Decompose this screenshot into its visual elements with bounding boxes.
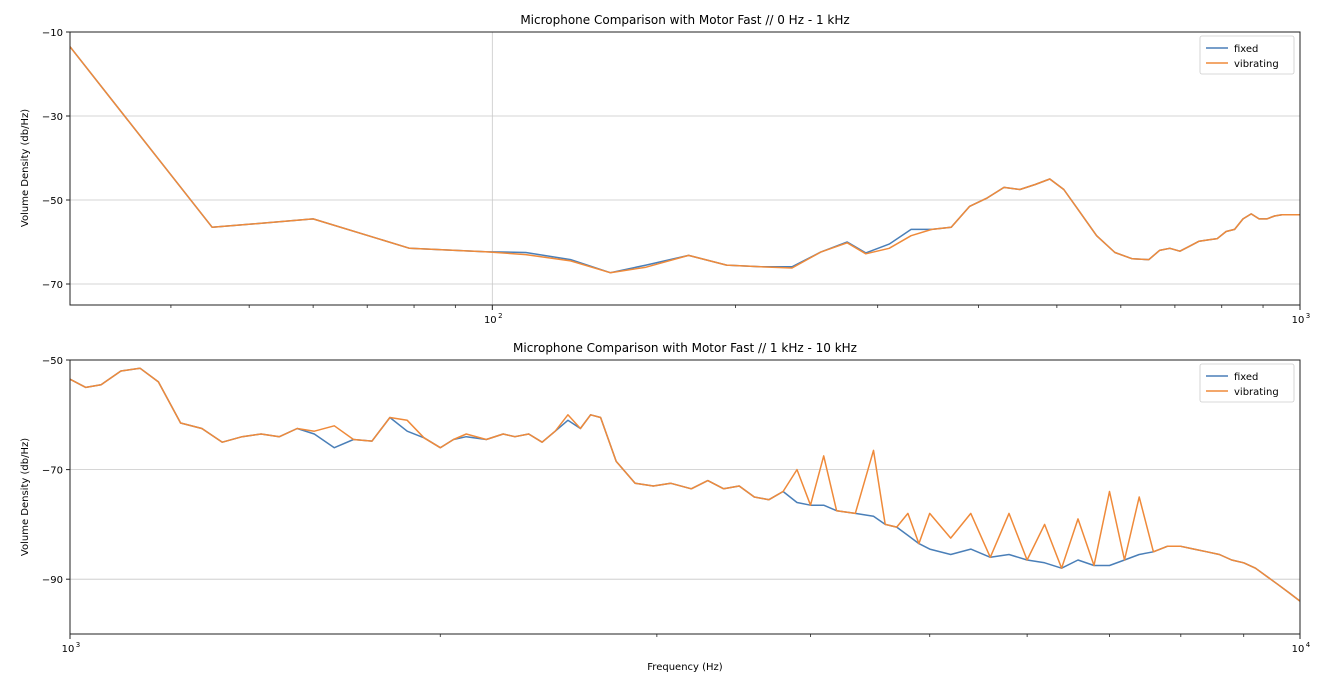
series-group bbox=[69, 367, 1301, 602]
legend-label-fixed: fixed bbox=[1234, 372, 1258, 383]
subplot-low-frequency: Microphone Comparison with Motor Fast //… bbox=[20, 13, 1310, 326]
legend-box bbox=[1199, 363, 1295, 403]
x-tick-label-base: 10 bbox=[1292, 315, 1305, 326]
x-tick-label-base: 10 bbox=[484, 315, 497, 326]
x-axis-label: Frequency (Hz) bbox=[647, 662, 723, 673]
chart-title: Microphone Comparison with Motor Fast //… bbox=[520, 13, 849, 27]
subplot-high-frequency: Microphone Comparison with Motor Fast //… bbox=[20, 341, 1311, 673]
x-tick-label-exponent: 3 bbox=[1306, 312, 1310, 320]
legend-label-vibrating: vibrating bbox=[1234, 387, 1279, 398]
y-tick-label: −10 bbox=[42, 28, 63, 39]
series-group bbox=[69, 46, 1300, 274]
y-axis-label: Volume Density (db/Hz) bbox=[20, 438, 31, 556]
y-axis-label: Volume Density (db/Hz) bbox=[20, 109, 31, 227]
x-tick-label-exponent: 4 bbox=[1306, 641, 1311, 649]
y-tick-label: −70 bbox=[42, 466, 63, 477]
series-line-vibrating bbox=[69, 46, 1300, 274]
x-tick-label-base: 10 bbox=[1292, 644, 1305, 655]
grid bbox=[70, 359, 1300, 580]
legend-label-vibrating: vibrating bbox=[1234, 59, 1279, 70]
legend: fixed vibrating bbox=[1199, 35, 1295, 75]
y-tick-label: −70 bbox=[42, 280, 63, 291]
legend-box bbox=[1199, 35, 1295, 75]
y-tick-label: −50 bbox=[42, 356, 63, 367]
plot-frame bbox=[69, 31, 1301, 306]
series-line-vibrating bbox=[69, 367, 1301, 602]
series-line-fixed bbox=[69, 46, 1300, 274]
plot-frame bbox=[69, 359, 1301, 635]
y-tick-label: −50 bbox=[42, 196, 63, 207]
y-tick-label: −30 bbox=[42, 112, 63, 123]
chart-title: Microphone Comparison with Motor Fast //… bbox=[513, 341, 857, 355]
grid bbox=[70, 31, 1300, 305]
x-tick-label-exponent: 3 bbox=[76, 641, 80, 649]
series-line-fixed bbox=[69, 367, 1301, 602]
x-tick-label-base: 10 bbox=[62, 644, 75, 655]
y-tick-label: −90 bbox=[42, 575, 63, 586]
x-tick-label-exponent: 2 bbox=[498, 312, 502, 320]
legend-label-fixed: fixed bbox=[1234, 44, 1258, 55]
legend: fixed vibrating bbox=[1199, 363, 1295, 403]
